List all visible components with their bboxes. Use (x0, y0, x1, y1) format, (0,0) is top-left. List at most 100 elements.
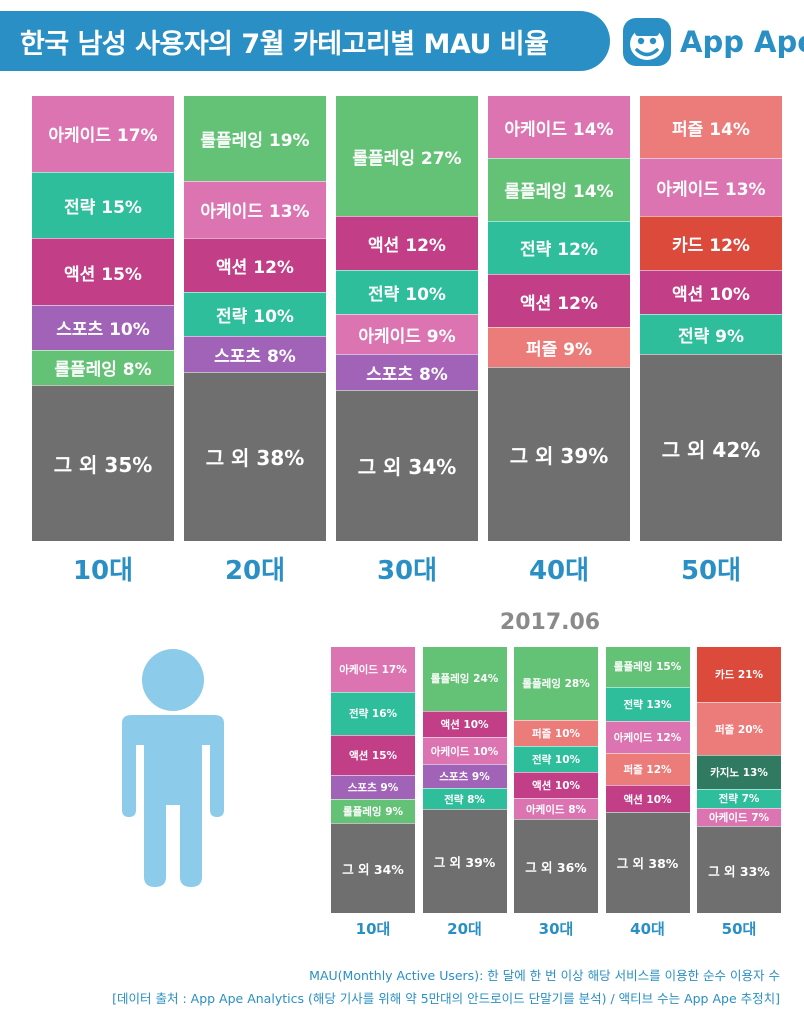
bar-segment: 액션 12% (488, 274, 630, 328)
bar-segment: 롤플레잉 27% (336, 96, 478, 217)
bar-segment: 아케이드 8% (514, 798, 598, 820)
segment-label: 액션 15% (348, 749, 398, 762)
category-label: 10대 (355, 920, 391, 938)
segment-label: 그 외 38% (616, 856, 679, 872)
bar-segment: 그 외 34% (336, 389, 478, 541)
segment-label: 롤플레잉 27% (352, 148, 462, 169)
person-silhouette-icon (122, 649, 224, 887)
bar-stack: 카드 21% 퍼즐 20% 카지노 13% 전략 7% 아케이드 7% 그 외 33% (697, 647, 781, 913)
segment-label: 아케이드 14% (504, 119, 614, 140)
bar-segment: 롤플레잉 15% (605, 647, 690, 687)
bar-segment: 롤플레잉 8% (32, 349, 174, 386)
segment-label: 퍼즐 10% (531, 728, 581, 741)
bar-segment: 그 외 36% (514, 819, 598, 913)
segment-label: 그 외 38% (205, 446, 305, 471)
bar-segment: 스포츠 9% (422, 764, 507, 788)
category-label: 10대 (72, 556, 134, 586)
bar-segment: 아케이드 12% (605, 721, 690, 754)
bar-segment: 롤플레잉 28% (514, 647, 598, 721)
segment-label: 액션 15% (64, 264, 142, 285)
bar-segment: 전략 13% (605, 686, 690, 722)
bar-segment: 그 외 42% (640, 354, 782, 541)
bar-segment: 아케이드 17% (331, 647, 415, 693)
segment-label: 롤플레잉 24% (430, 673, 499, 686)
bar-segment: 카드 12% (640, 216, 782, 270)
segment-label: 전략 12% (520, 240, 598, 261)
bar-segment: 아케이드 17% (32, 96, 174, 172)
bar-segment: 아케이드 13% (184, 180, 326, 239)
bar-segment: 퍼즐 14% (640, 96, 782, 159)
bar-segment: 전략 10% (514, 746, 598, 773)
segment-label: 스포츠 8% (214, 347, 296, 368)
segment-label: 아케이드 10% (430, 745, 499, 758)
segment-label: 아케이드 13% (200, 202, 310, 223)
bar-segment: 액션 10% (605, 785, 690, 812)
bar-segment: 액션 15% (32, 238, 174, 306)
segment-label: 전략 15% (64, 198, 142, 219)
segment-label: 퍼즐 20% (714, 723, 764, 736)
june-chart-date: 2017.06 (499, 610, 601, 635)
segment-label: 스포츠 8% (366, 364, 448, 385)
bar-segment: 그 외 33% (697, 826, 781, 913)
segment-label: 액션 10% (531, 780, 581, 793)
bar-segment: 그 외 35% (32, 385, 174, 541)
segment-label: 그 외 34% (357, 455, 457, 480)
segment-label: 아케이드 13% (656, 180, 766, 201)
monkey-face-icon (623, 18, 671, 66)
segment-label: 액션 10% (623, 793, 672, 806)
segment-label: 아케이드 17% (339, 664, 407, 677)
bar-segment: 전략 9% (640, 314, 782, 355)
bar-segment: 스포츠 10% (32, 305, 174, 350)
bar-segment: 롤플레잉 14% (488, 158, 630, 221)
bar-segment: 스포츠 9% (331, 774, 415, 799)
segment-label: 전략 10% (368, 284, 446, 305)
segment-label: 퍼즐 9% (525, 340, 593, 361)
bar-segment: 퍼즐 9% (488, 327, 630, 368)
title-banner: 한국 남성 사용자의 7월 카테고리별 MAU 비율 (0, 11, 610, 71)
segment-label: 카지노 13% (710, 767, 768, 780)
segment-label: 그 외 35% (53, 453, 153, 478)
bar-segment: 스포츠 8% (336, 354, 478, 390)
segment-label: 아케이드 17% (48, 126, 158, 147)
bar-stack: 퍼즐 14% 아케이드 13% 카드 12% 액션 10% 전략 9% 그 외 42% (640, 96, 782, 541)
bar-segment: 전략 16% (331, 692, 415, 735)
bar-segment: 전략 15% (32, 171, 174, 239)
segment-label: 액션 10% (672, 284, 750, 305)
category-label: 50대 (721, 920, 757, 938)
bar-segment: 액션 15% (331, 734, 415, 775)
segment-label: 그 외 39% (509, 444, 609, 469)
segment-label: 액션 10% (440, 719, 489, 732)
segment-label: 전략 8% (444, 793, 485, 806)
segment-label: 스포츠 9% (439, 771, 490, 783)
bar-stack: 롤플레잉 27% 액션 12% 전략 10% 아케이드 9% 스포츠 8% 그 외 34% (336, 96, 478, 541)
segment-label: 액션 12% (368, 235, 446, 256)
segment-label: 스포츠 10% (56, 320, 150, 341)
segment-label: 롤플레잉 8% (54, 360, 152, 381)
mau-definition: MAU(Monthly Active Users): 한 달에 한 번 이상 해… (309, 968, 780, 983)
bar-segment: 카지노 13% (697, 754, 781, 790)
segment-label: 그 외 34% (342, 861, 404, 877)
bar-segment: 액션 10% (514, 772, 598, 799)
bar-segment: 그 외 39% (488, 367, 630, 541)
bar-stack: 롤플레잉 28% 퍼즐 10% 전략 10% 액션 10% 아케이드 8% 그 외 36% (514, 647, 598, 913)
segment-label: 스포츠 9% (347, 781, 399, 794)
page-title: 한국 남성 사용자의 7월 카테고리별 MAU 비율 (20, 28, 549, 60)
bar-segment: 전략 10% (336, 269, 478, 315)
segment-label: 퍼즐 14% (672, 119, 750, 140)
segment-label: 롤플레잉 9% (342, 805, 404, 818)
bar-segment: 퍼즐 12% (605, 753, 690, 786)
segment-label: 롤플레잉 14% (504, 182, 614, 203)
brand-name: App Ape (680, 25, 804, 59)
segment-label: 그 외 42% (661, 437, 761, 462)
bar-segment: 아케이드 7% (697, 807, 781, 827)
bar-segment: 전략 7% (697, 789, 781, 808)
segment-label: 아케이드 12% (613, 732, 682, 745)
segment-label: 전략 10% (531, 754, 581, 767)
bar-segment: 스포츠 8% (184, 336, 326, 372)
bar-segment: 아케이드 10% (422, 737, 507, 765)
bar-stack: 아케이드 17% 전략 15% 액션 15% 스포츠 10% 롤플레잉 8% 그 외 35… (32, 96, 174, 541)
segment-label: 카드 21% (714, 669, 764, 682)
bar-segment: 롤플레잉 24% (422, 647, 507, 711)
bar-segment: 카드 21% (697, 647, 781, 703)
data-source: [데이터 출처 : App Ape Analytics (해당 기사를 위해 약… (112, 991, 780, 1006)
